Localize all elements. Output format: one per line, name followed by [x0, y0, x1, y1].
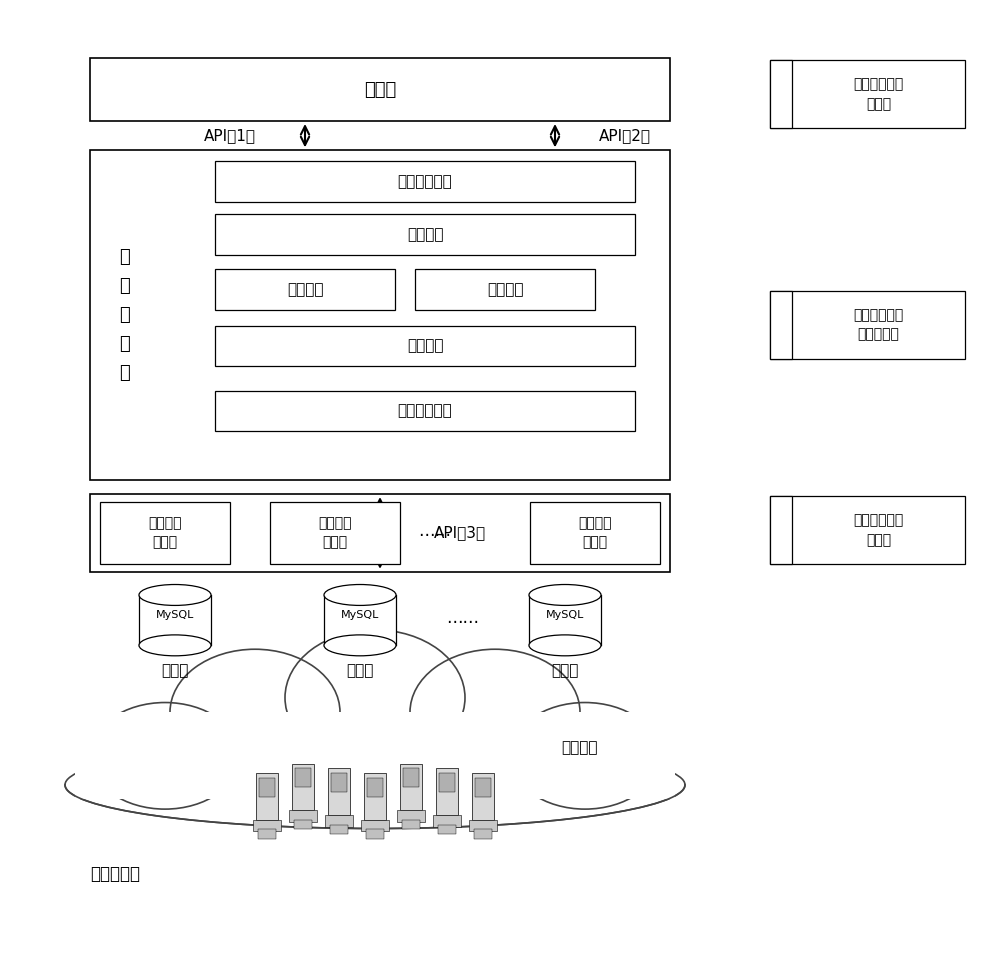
Bar: [90, 58, 670, 121]
Bar: [770, 60, 792, 128]
Bar: [361, 820, 389, 831]
Text: 操作解析: 操作解析: [407, 227, 443, 242]
Ellipse shape: [285, 630, 465, 766]
Text: 数
据
管
理
层: 数 据 管 理 层: [120, 247, 130, 383]
Text: 虚拟机: 虚拟机: [161, 663, 189, 678]
Bar: [90, 494, 670, 572]
Text: 租户逻辑数据
库映射信息: 租户逻辑数据 库映射信息: [853, 308, 904, 341]
Ellipse shape: [90, 703, 240, 809]
Text: MySQL: MySQL: [546, 610, 584, 620]
Text: ……: ……: [418, 522, 452, 540]
Ellipse shape: [529, 635, 601, 656]
Ellipse shape: [139, 584, 211, 606]
Bar: [770, 291, 965, 359]
Bar: [330, 825, 348, 834]
Bar: [400, 764, 422, 810]
Bar: [90, 150, 670, 480]
Text: 客户端连接池: 客户端连接池: [398, 173, 452, 189]
Text: 基础设施层: 基础设施层: [90, 865, 140, 883]
Bar: [436, 768, 458, 815]
Text: 虚拟机: 虚拟机: [551, 663, 579, 678]
Bar: [331, 773, 347, 792]
Bar: [770, 496, 792, 564]
Text: 物理数据库实
例信息: 物理数据库实 例信息: [853, 514, 904, 547]
Bar: [770, 60, 965, 128]
Text: ……: ……: [446, 610, 480, 627]
Text: MySQL: MySQL: [156, 610, 194, 620]
Text: MySQL: MySQL: [341, 610, 379, 620]
Bar: [259, 778, 275, 797]
Bar: [770, 496, 965, 564]
Text: 应用层: 应用层: [364, 80, 396, 99]
Bar: [529, 595, 601, 645]
Ellipse shape: [95, 732, 355, 828]
Ellipse shape: [324, 635, 396, 656]
Bar: [367, 778, 383, 797]
Text: 物理数据
库实例: 物理数据 库实例: [148, 516, 182, 549]
Ellipse shape: [95, 732, 655, 838]
Bar: [215, 391, 635, 431]
Ellipse shape: [529, 584, 601, 606]
Bar: [328, 768, 350, 815]
Text: API（2）: API（2）: [599, 128, 651, 143]
Bar: [403, 768, 419, 787]
Bar: [294, 820, 312, 829]
Bar: [366, 829, 384, 839]
Bar: [258, 829, 276, 839]
Bar: [325, 815, 353, 827]
Text: API（3）: API（3）: [434, 525, 486, 541]
Text: 设备集群: 设备集群: [562, 740, 598, 756]
Bar: [324, 595, 396, 645]
Bar: [75, 712, 675, 799]
Bar: [295, 768, 311, 787]
Ellipse shape: [170, 649, 340, 775]
Text: 租户逻辑数据
库信息: 租户逻辑数据 库信息: [853, 78, 904, 110]
Bar: [530, 502, 660, 564]
Bar: [415, 269, 595, 310]
Bar: [469, 820, 497, 831]
Text: 物理数据
库实例: 物理数据 库实例: [318, 516, 352, 549]
Text: 数据库连接池: 数据库连接池: [398, 403, 452, 419]
Bar: [253, 820, 281, 831]
Ellipse shape: [324, 584, 396, 606]
Bar: [289, 810, 317, 822]
Bar: [397, 810, 425, 822]
Ellipse shape: [410, 649, 580, 775]
Bar: [439, 773, 455, 792]
Bar: [474, 829, 492, 839]
Bar: [215, 214, 635, 255]
Bar: [139, 595, 211, 645]
Bar: [256, 773, 278, 820]
Bar: [770, 291, 792, 359]
Bar: [100, 502, 230, 564]
Bar: [402, 820, 420, 829]
Bar: [433, 815, 461, 827]
Bar: [215, 326, 635, 366]
Bar: [438, 825, 456, 834]
Text: 虚拟机: 虚拟机: [346, 663, 374, 678]
Bar: [292, 764, 314, 810]
Text: 物理数据
库实例: 物理数据 库实例: [578, 516, 612, 549]
Text: 操作路由: 操作路由: [287, 282, 323, 297]
Text: 操作执行: 操作执行: [407, 338, 443, 354]
Bar: [270, 502, 400, 564]
Text: API（1）: API（1）: [204, 128, 256, 143]
Bar: [364, 773, 386, 820]
Bar: [215, 161, 635, 202]
Bar: [475, 778, 491, 797]
Bar: [472, 773, 494, 820]
Bar: [215, 269, 395, 310]
Text: 结果合并: 结果合并: [487, 282, 523, 297]
Ellipse shape: [139, 635, 211, 656]
Ellipse shape: [510, 703, 660, 809]
Ellipse shape: [395, 732, 655, 828]
